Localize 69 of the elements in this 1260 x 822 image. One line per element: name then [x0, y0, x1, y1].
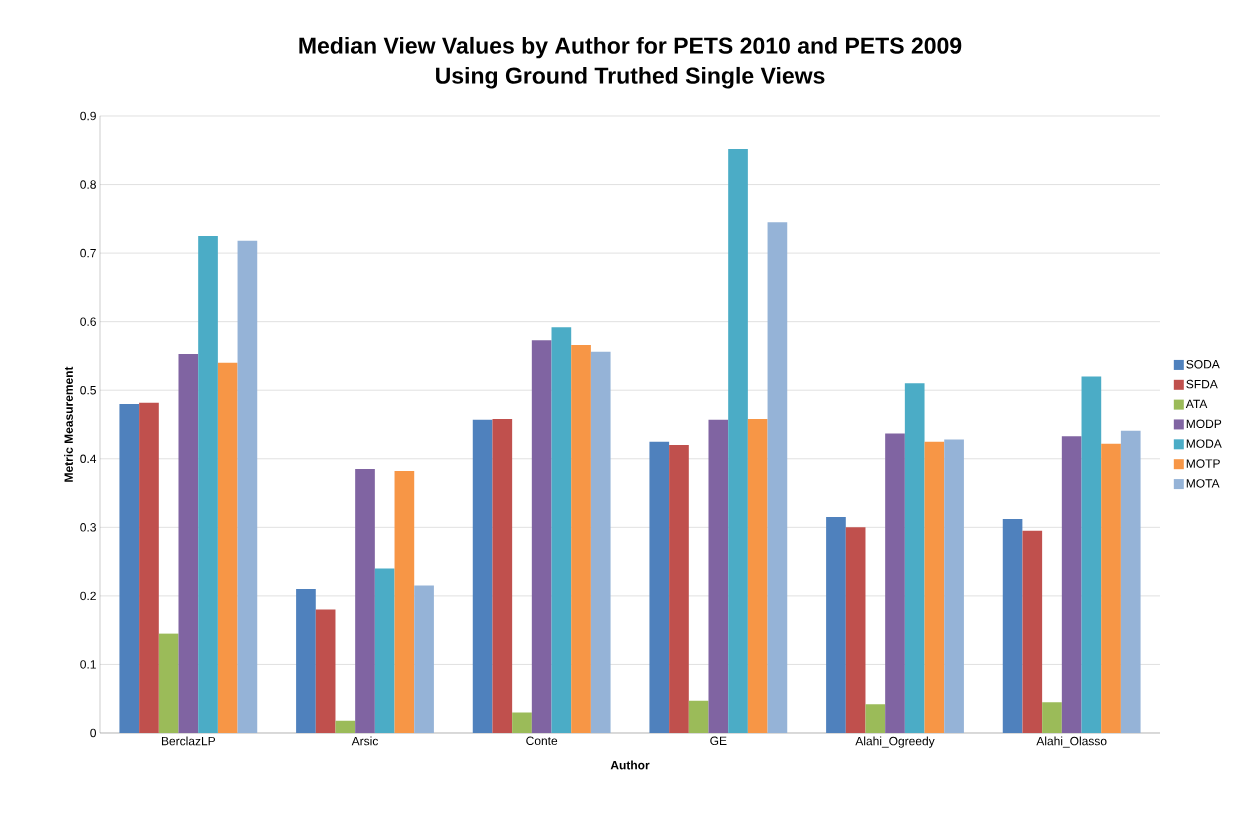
bar	[198, 235, 218, 733]
bar	[728, 148, 748, 733]
legend-label: MOTP	[1186, 459, 1220, 468]
bar	[472, 419, 493, 733]
bar	[885, 433, 905, 733]
x-tick-label: Arsic	[351, 736, 379, 746]
y-tick-label: 0.5	[80, 385, 96, 395]
y-tick-label: 0.6	[80, 317, 96, 326]
bar	[688, 700, 709, 733]
bar	[649, 441, 670, 733]
y-tick-label: 0.4	[80, 454, 97, 464]
legend-label: MOTA	[1186, 479, 1220, 488]
bar	[492, 419, 513, 733]
x-tick-label: Alahi_Ogreedy	[855, 736, 935, 748]
y-tick-label: 0.3	[80, 523, 96, 532]
bar	[531, 340, 552, 733]
bar	[414, 585, 434, 733]
bar	[237, 240, 258, 733]
bar	[551, 327, 572, 733]
y-tick-label: 0	[90, 728, 97, 738]
bar	[119, 403, 140, 733]
x-tick-label: Conte	[526, 736, 558, 746]
bar	[944, 439, 964, 733]
bar	[845, 527, 866, 733]
bar	[669, 445, 689, 733]
chart-title: Median View Values by Author for PETS 2010 and PETS 2009	[299, 36, 962, 59]
legend-label: SODA	[1186, 359, 1220, 369]
bar	[1002, 519, 1023, 733]
x-tick-label: GE	[710, 736, 727, 746]
bar	[1081, 376, 1102, 733]
bar	[571, 344, 591, 733]
bar	[315, 609, 336, 733]
bar	[865, 704, 886, 733]
bar	[394, 471, 415, 733]
bar	[1101, 443, 1121, 733]
bar	[1022, 530, 1043, 733]
bar	[374, 568, 395, 733]
bar	[767, 222, 788, 733]
bar	[1061, 436, 1082, 733]
legend-label: SFDA	[1186, 379, 1218, 389]
chart-subtitle: Using Ground Truthed Single Views	[436, 66, 825, 89]
bar	[178, 353, 199, 733]
bar	[826, 517, 846, 733]
bar	[747, 419, 768, 733]
x-tick-label: BerclazLP	[161, 736, 216, 746]
bar	[590, 351, 611, 733]
bar	[217, 362, 238, 733]
y-axis-title: Metric Measurement	[64, 366, 73, 482]
legend-label: MODP	[1186, 419, 1222, 428]
bar	[139, 402, 159, 733]
y-tick-label: 0.2	[80, 591, 96, 601]
bar	[296, 589, 316, 733]
y-tick-label: 0.8	[80, 180, 96, 189]
bar	[1042, 702, 1062, 733]
bar	[355, 469, 375, 733]
bar	[158, 633, 179, 733]
bar	[904, 383, 925, 733]
legend-label: MODA	[1186, 439, 1222, 448]
bar	[924, 441, 945, 733]
y-tick-label: 0.1	[80, 660, 96, 669]
bar	[512, 712, 532, 733]
y-tick-label: 0.7	[80, 248, 96, 258]
bar	[708, 419, 729, 733]
bar	[1120, 430, 1141, 733]
x-axis-title: Author	[610, 760, 650, 770]
x-tick-label: Alahi_Olasso	[1036, 736, 1107, 748]
bar	[335, 720, 356, 733]
legend-label: ATA	[1185, 399, 1208, 408]
y-tick-label: 0.9	[80, 111, 96, 121]
